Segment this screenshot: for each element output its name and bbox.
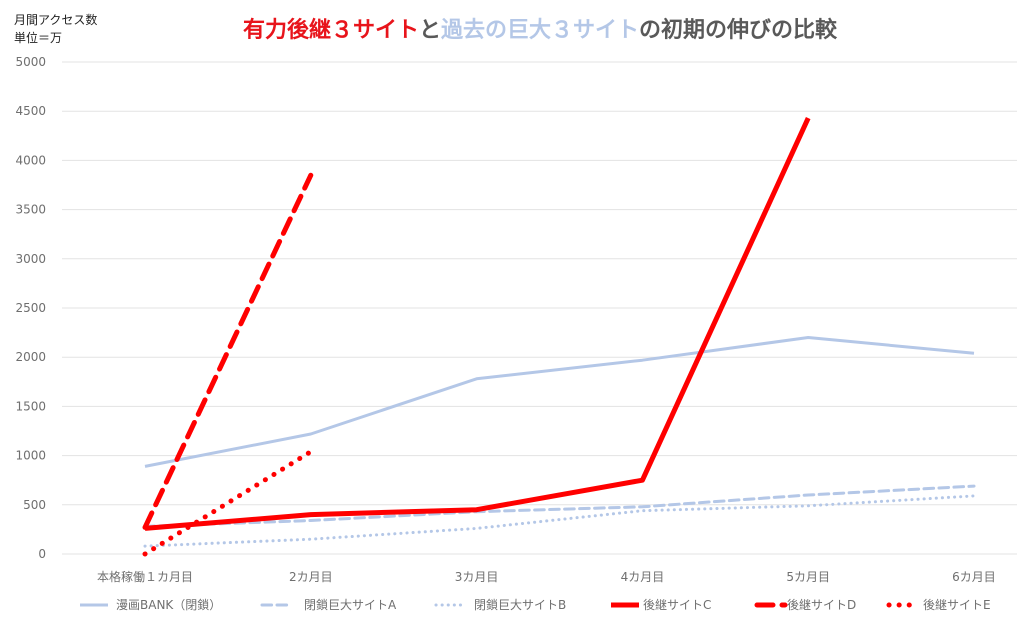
legend-item: 漫画BANK（閉鎖） [80,597,221,612]
y-tick-label: 3500 [15,203,46,217]
x-tick-label: 6カ月目 [952,570,996,584]
x-tick-label: 2カ月目 [289,570,333,584]
title-part-past-sites: 過去の巨大３サイト [441,17,639,43]
y-tick-label: 1000 [15,449,46,463]
y-tick-label: 2000 [15,350,46,364]
series-line-3 [143,494,976,548]
y-tick-label: 500 [23,498,46,512]
legend-label: 後継サイトC [643,597,711,612]
legend-label: 漫画BANK（閉鎖） [116,597,221,612]
y-tick-label: 4000 [15,153,46,167]
y-tick-label: 4500 [15,104,46,118]
series-line-6 [142,449,314,557]
chart-title: 有力後継３サイトと過去の巨大３サイトの初期の伸びの比較 [243,17,838,43]
x-tick-label: 4カ月目 [621,570,665,584]
gridlines [62,61,1017,555]
y-tick-label: 5000 [15,55,46,69]
y-axis-unit-line-2: 単位＝万 [14,30,62,45]
y-axis-unit-line-1: 月間アクセス数 [14,12,97,27]
y-tick-label: 3000 [15,252,46,266]
title-part-comparison: の初期の伸びの比較 [639,17,838,43]
x-tick-label: 3カ月目 [455,570,499,584]
legend-label: 後継サイトD [787,597,856,612]
y-axis-unit-label: 月間アクセス数 単位＝万 [14,12,97,45]
series-lines [142,117,976,557]
x-tick-label: 本格稼働１カ月目 [97,569,193,584]
series-line-2 [143,484,976,528]
x-axis-ticks: 本格稼働１カ月目 2カ月目 3カ月目 4カ月目 5カ月目 6カ月目 [97,569,996,584]
series-line-5 [142,172,314,530]
y-tick-label: 2500 [15,301,46,315]
y-tick-label: 0 [38,547,46,561]
legend-label: 閉鎖巨大サイトA [304,597,397,612]
legend-item: 後継サイトC [611,597,711,612]
x-tick-label: 5カ月目 [786,570,830,584]
legend-label: 後継サイトE [923,597,991,612]
series-line-1 [144,336,975,468]
title-part-successors: 有力後継３サイト [243,17,419,43]
y-axis-ticks: 0 500 1000 1500 2000 2500 3000 3500 4000 4500 5000 [15,55,46,561]
legend-item: 後継サイトE [886,597,991,612]
legend-label: 閉鎖巨大サイトB [474,597,566,612]
legend-item: 後継サイトD [754,597,856,612]
y-tick-label: 1500 [15,399,46,413]
legend: 漫画BANK（閉鎖） 閉鎖巨大サイトA 閉鎖巨大サイトB 後継サイトC 後継サイトD 後継… [80,597,991,612]
title-part-and: と [419,18,441,43]
legend-item: 閉鎖巨大サイトA [260,597,397,612]
legend-item: 閉鎖巨大サイトB [434,597,566,612]
series-line-4 [144,117,811,531]
